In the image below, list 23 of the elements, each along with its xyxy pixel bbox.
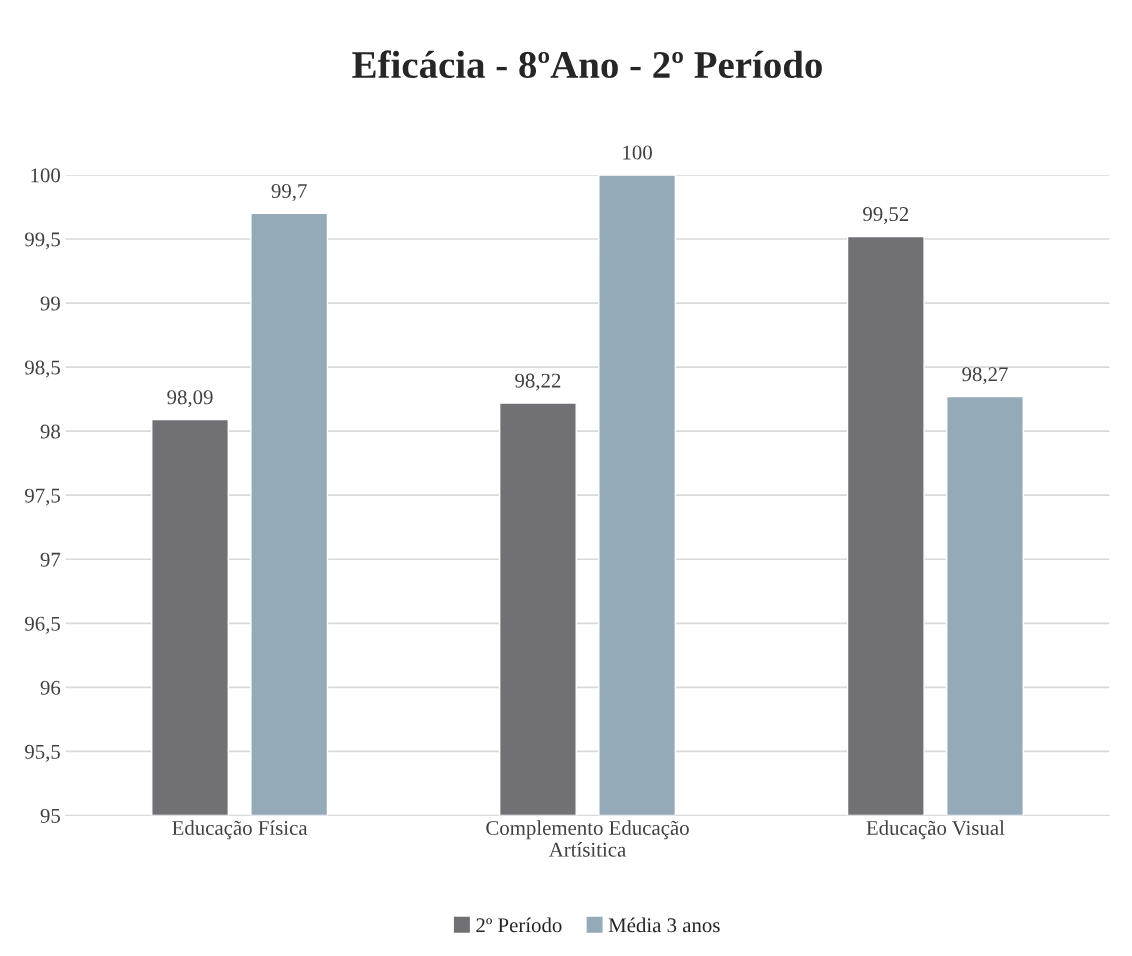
data-label: 98,22 <box>515 373 561 391</box>
x-tick-label: Complemento Educação Artísitica <box>486 820 689 857</box>
data-label: 100 <box>623 145 652 160</box>
legend-label: 2º Período <box>476 917 562 933</box>
chart-title: Eficácia - 8ºAno - 2º Período <box>352 50 822 79</box>
data-label: 98,27 <box>962 367 1008 385</box>
y-tick-label: 98,5 <box>25 360 60 378</box>
y-tick-label: 97,5 <box>25 488 60 506</box>
y-tick-label: 99,5 <box>25 232 60 250</box>
y-tick-label: 96,5 <box>25 616 60 634</box>
data-label: 98,09 <box>167 390 213 408</box>
x-tick-label: Educação Física <box>172 820 308 840</box>
x-tick-label: Educação Visual <box>866 820 1005 840</box>
legend-label: Média 3 anos <box>608 917 720 933</box>
data-label: 99,7 <box>271 184 307 202</box>
y-tick-label: 97 <box>40 552 61 567</box>
data-label: 99,52 <box>863 207 909 225</box>
y-tick-label: 96 <box>40 680 61 695</box>
y-tick-label: 99 <box>40 296 60 311</box>
y-tick-label: 95,5 <box>25 744 60 762</box>
y-tick-label: 100 <box>31 168 60 183</box>
y-tick-label: 95 <box>40 808 60 823</box>
y-tick-label: 98 <box>40 424 60 439</box>
